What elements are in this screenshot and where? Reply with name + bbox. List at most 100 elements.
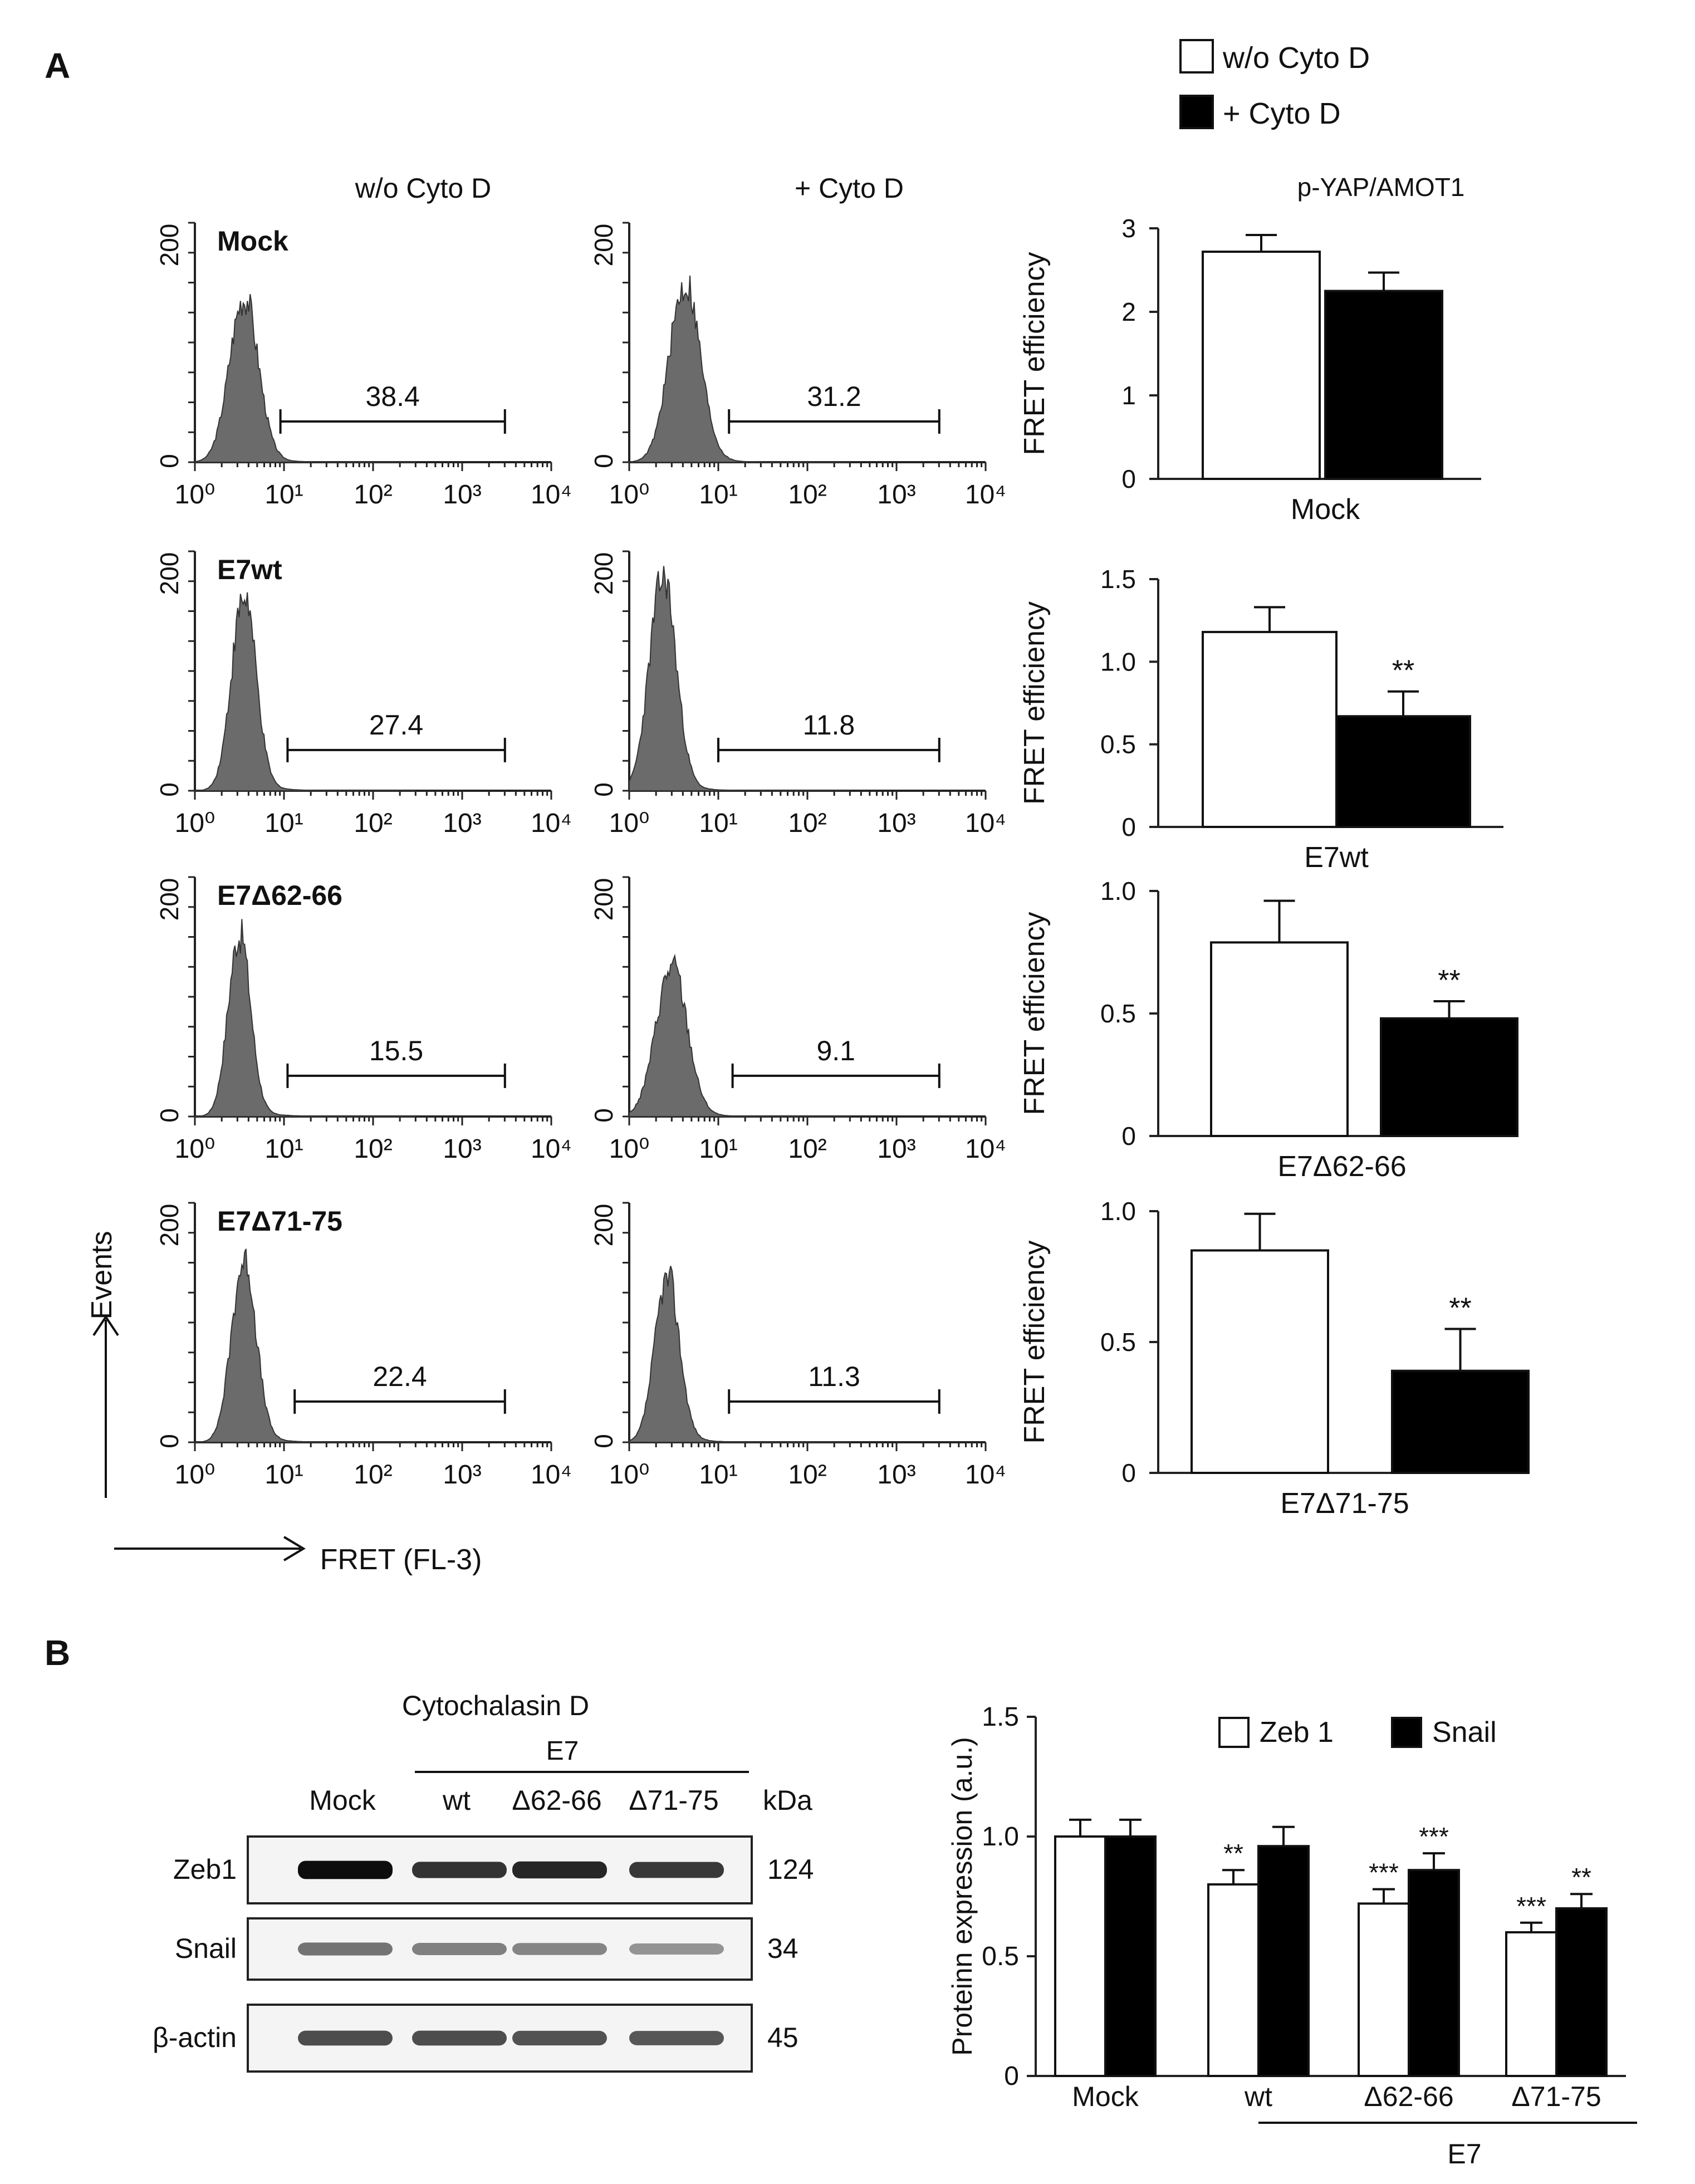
bar-y-tick-label: 1.0 [1100,1197,1136,1226]
flow-x-tick-label: 10² [788,809,826,838]
bar-y-axis-label: FRET efficiency [1018,912,1051,1115]
flow-y-tick-label: 200 [155,224,184,267]
flow-y-tick-label: 200 [155,878,184,921]
flow-histogram-fill [194,592,416,791]
flow-x-tick-label: 10² [354,809,392,838]
flow-x-tick-label: 10² [788,1460,826,1490]
flow-x-tick-label: 10³ [877,1134,915,1164]
flow-gate-value: 27.4 [369,709,423,741]
flow-x-tick-label: 10² [788,1134,826,1164]
expression-legend: Zeb 1 Snail [1218,1716,1497,1749]
blot-band [298,1860,393,1879]
flow-x-tick-label: 10² [354,1134,392,1164]
bar-zeb1 [1207,1883,1260,2077]
bar-chart-title: p-YAP/AMOT1 [1297,173,1465,202]
flow-x-tick-label: 10² [354,480,392,510]
blot-band [629,2031,724,2045]
flow-y-tick-label: 200 [155,552,184,595]
bar-snail [1555,1907,1608,2077]
flow-y-tick-label: 0 [589,1434,618,1448]
bar-zeb1 [1358,1902,1410,2077]
blot-protein-label: Snail [175,1933,237,1964]
flow-histogram-fill [194,919,416,1117]
bar-with [1380,1017,1518,1138]
fret-bar-chart-2: 0 0.5 1.0 FRET efficiency E7Δ62-66 ** [1018,876,1518,1183]
bar-y-axis-label: FRET efficiency [1018,252,1051,455]
flow-gate-value: 22.4 [373,1361,427,1392]
flow-histogram-3-0: 0 200 10⁰ 10¹ 10² 10³ 10⁴ 22.4 E7Δ71-75 [155,1202,572,1490]
bar-zeb1 [1505,1931,1557,2077]
bar-y-tick-label: 0 [1121,1458,1136,1487]
flow-x-tick-label: 10⁰ [175,809,215,838]
fret-bar-chart-3: 0 0.5 1.0 FRET efficiency E7Δ71-75 ** [1018,1197,1530,1520]
bar-y-tick-label: 2 [1121,297,1136,326]
legend-swatch-without [1179,39,1214,74]
flow-x-tick-label: 10¹ [264,480,303,510]
bar-without [1202,251,1321,480]
flow-x-tick-label: 10³ [443,1460,481,1490]
flow-gate-value: 11.8 [803,709,855,741]
legend-label-zeb1: Zeb 1 [1260,1716,1334,1749]
blot-band [512,1943,607,1955]
blot-row-0: Zeb1 124 [173,1835,814,1904]
blot-kda-label: 124 [767,1854,814,1885]
bar-without [1210,941,1349,1138]
flow-x-tick-label: 10¹ [699,480,737,510]
significance-mark: *** [1369,1858,1399,1887]
blot-band [412,1862,507,1878]
blot-protein-label: β-actin [153,2022,237,2053]
bar-y-tick-label: 3 [1121,214,1136,243]
flow-histogram-3-1: 0 200 10⁰ 10¹ 10² 10³ 10⁴ 11.3 [589,1202,1006,1490]
flow-x-tick-label: 10¹ [264,1460,303,1490]
blot-lane-label: wt [442,1785,471,1816]
blot-row-1: Snail 34 [175,1917,798,1981]
flow-x-tick-label: 10³ [443,809,481,838]
blot-protein-label: Zeb1 [173,1854,237,1885]
bar-y-tick-label: 0 [1121,1122,1136,1150]
flow-x-tick-label: 10⁴ [531,1134,572,1164]
bar-y-tick-label: 1.0 [1100,876,1136,905]
flow-y-tick-label: 200 [589,552,618,595]
flow-x-tick-label: 10³ [877,480,915,510]
bar-y-tick-label: 0 [1121,812,1136,841]
flow-x-tick-label: 10⁴ [965,1134,1006,1164]
bar-with [1391,1369,1530,1474]
events-axis-label: Events [86,1231,119,1498]
significance-mark: ** [1392,655,1414,687]
flow-histogram-0-0: 0 200 10⁰ 10¹ 10² 10³ 10⁴ 38.4 Mock [155,222,572,510]
legend-label-snail: Snail [1432,1716,1497,1749]
flow-x-tick-label: 10⁰ [609,809,650,838]
significance-mark: ** [1449,1292,1471,1325]
flow-row-label: E7wt [217,554,282,585]
blot-lane-label: Mock [309,1785,376,1816]
blot-lane-label: Δ62-66 [512,1785,601,1816]
flow-y-tick-label: 0 [155,782,184,797]
flow-histogram-fill [629,566,850,791]
flow-histogram-fill [629,275,850,463]
bar-y-tick-label: 1 [1121,381,1136,410]
events-label: Events [86,1231,118,1320]
bar-snail [1104,1835,1157,2077]
flow-x-tick-label: 10³ [443,480,481,510]
flow-col-title-with: + Cyto D [795,173,904,204]
bar-x-axis-label: E7Δ62-66 [1277,1150,1406,1183]
bar-x-axis-label: Mock [1291,493,1360,526]
bar-with [1324,290,1443,480]
flow-histogram-2-1: 0 200 10⁰ 10¹ 10² 10³ 10⁴ 9.1 [589,876,1006,1164]
bar-y-tick-label: 0 [1004,2061,1019,2091]
flow-histogram-fill [629,1266,850,1443]
blot-band [629,1943,724,1955]
bar-y-tick-label: 0.5 [982,1942,1019,1971]
blot-title: Cytochalasin D [402,1690,589,1721]
flow-histogram-0-1: 0 200 10⁰ 10¹ 10² 10³ 10⁴ 31.2 [589,222,1006,510]
flow-x-tick-label: 10⁴ [965,1460,1006,1490]
bar-y-tick-label: 0 [1121,464,1136,493]
bar-y-tick-label: 0.5 [1100,1328,1136,1357]
fret-bar-chart-1: 0 0.5 1.0 1.5 FRET efficiency E7wt ** [1018,565,1503,874]
blot-group-label: E7 [546,1736,579,1766]
flow-row-label: E7Δ62-66 [217,880,342,911]
bar-without [1191,1249,1329,1474]
flow-x-tick-label: 10² [788,480,826,510]
significance-mark: *** [1419,1822,1449,1851]
